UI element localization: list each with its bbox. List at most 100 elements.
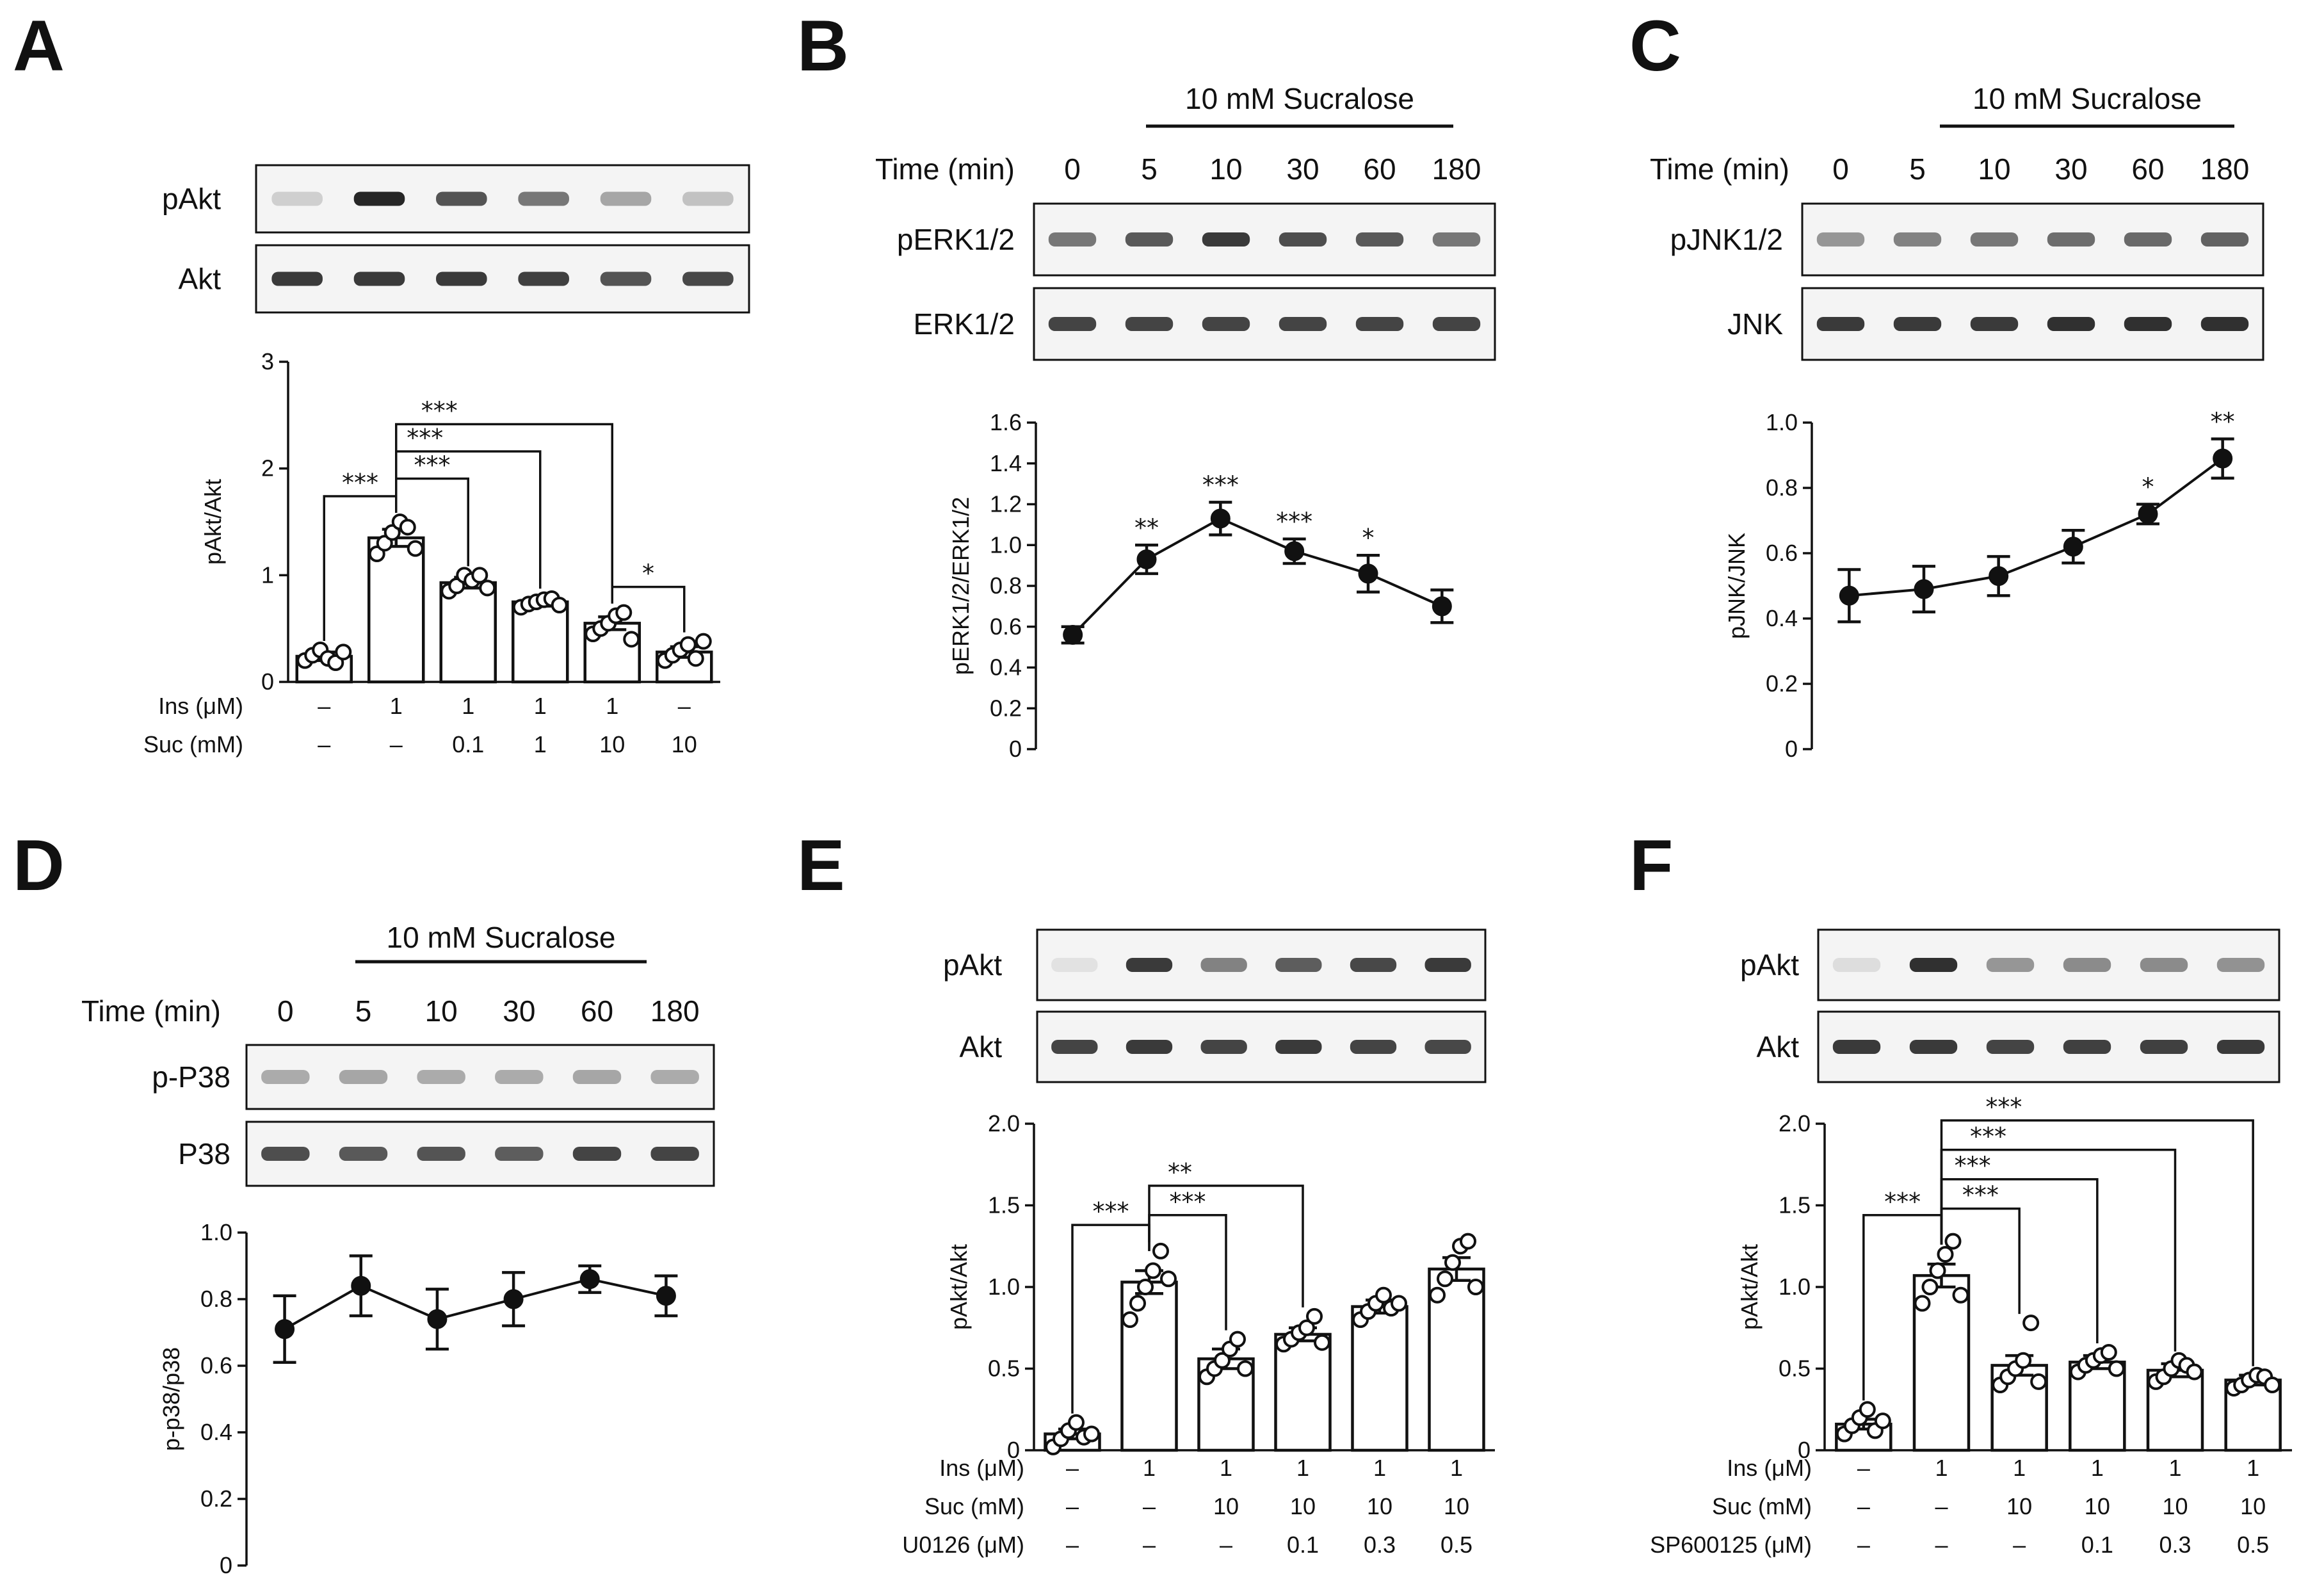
data-point — [1375, 1286, 1392, 1304]
blot-band — [495, 1147, 544, 1161]
blot-band — [1279, 232, 1327, 247]
blot-band — [1832, 1040, 1881, 1054]
blot-strip: pAkt — [943, 928, 1487, 1001]
y-tick-label: 3 — [261, 348, 274, 375]
condition-value: 1 — [1296, 1455, 1309, 1481]
data-point — [1944, 1233, 1962, 1250]
y-tick-label: 0.5 — [988, 1355, 1020, 1382]
blot-band — [1202, 232, 1250, 247]
significance-stars: *** — [1170, 1188, 1206, 1216]
blot-band — [1909, 958, 1958, 972]
condition-value: 10 — [1444, 1493, 1469, 1519]
data-point — [1444, 1254, 1461, 1271]
blot-label: pAkt — [943, 948, 1002, 982]
significance-bracket: ** — [1148, 1158, 1304, 1307]
condition-value: 1 — [606, 693, 618, 719]
time-value: 0 — [1832, 152, 1849, 186]
blot-band — [2124, 232, 2172, 247]
condition-value: 0.1 — [2081, 1532, 2113, 1558]
blot-band — [353, 271, 405, 286]
condition-label: Suc (mM) — [924, 1493, 1024, 1519]
blot-band — [1432, 232, 1481, 247]
y-tick-label: 1 — [261, 562, 274, 588]
blot-band — [682, 191, 734, 206]
data-point — [1145, 1262, 1161, 1279]
blot-strip: Akt — [1757, 1010, 2280, 1083]
data-point — [2108, 1360, 2125, 1377]
blot-band — [1970, 232, 2019, 247]
condition-value: – — [318, 731, 330, 757]
data-point — [399, 519, 416, 536]
bracket-line — [395, 423, 613, 604]
significance-stars: *** — [1985, 1093, 2022, 1121]
blot-band — [682, 271, 734, 286]
y-axis-label: pJNK/JNK — [1723, 533, 1750, 639]
y-tick-label: 1.2 — [990, 491, 1022, 517]
significance-stars: * — [1362, 524, 1375, 552]
blot-strip: Akt — [179, 244, 750, 314]
condition-value: 1 — [1373, 1455, 1386, 1481]
blot-label: P38 — [178, 1137, 230, 1170]
series-line — [284, 1277, 666, 1331]
y-axis-label: pAkt/Akt — [200, 479, 226, 565]
y-axis-label: pAkt/Akt — [946, 1244, 972, 1330]
condition-value: 10 — [1367, 1493, 1392, 1519]
data-point — [679, 636, 697, 653]
blot-band — [1424, 1040, 1471, 1054]
data-point — [407, 540, 424, 557]
data-point — [656, 1286, 676, 1306]
y-tick-label: 0.8 — [1766, 474, 1798, 501]
y-tick-label: 0.6 — [990, 613, 1022, 640]
data-point — [1391, 1295, 1407, 1312]
time-value: 10 — [425, 994, 458, 1028]
blot-band — [572, 1147, 622, 1161]
y-tick-label: 0.2 — [990, 695, 1022, 721]
data-point — [1914, 1295, 1931, 1312]
condition-value: – — [1066, 1493, 1079, 1519]
y-tick-label: 0.2 — [1766, 670, 1798, 697]
data-point — [1063, 625, 1083, 645]
y-tick-label: 0.2 — [200, 1485, 232, 1512]
blot-band — [650, 1070, 699, 1084]
data-point — [1129, 1295, 1146, 1312]
blot-band — [1200, 958, 1247, 972]
treatment-label: 10 mM Sucralose — [1185, 82, 1414, 115]
condition-value: 0.1 — [1287, 1532, 1319, 1558]
blot-frame — [245, 1044, 715, 1110]
blot-band — [1202, 317, 1250, 331]
blot-band — [1126, 1040, 1173, 1054]
blot-band — [339, 1147, 388, 1161]
data-point — [479, 579, 496, 597]
condition-label: U0126 (μM) — [902, 1532, 1024, 1558]
blot-band — [518, 271, 569, 286]
data-point — [2138, 504, 2158, 524]
blot-frame — [1817, 1010, 2280, 1083]
time-label: Time (min) — [81, 994, 221, 1028]
data-point — [1160, 1270, 1177, 1288]
condition-label: Suc (mM) — [143, 731, 243, 757]
blot-frame — [1801, 202, 2264, 277]
blot-band — [1275, 1040, 1322, 1054]
condition-value: 1 — [390, 693, 403, 719]
significance-stars: *** — [414, 451, 451, 480]
data-point — [1136, 549, 1157, 570]
blot-band — [353, 191, 405, 206]
blot-band — [1424, 958, 1471, 972]
condition-value: 10 — [2162, 1493, 2188, 1519]
blot-band — [572, 1070, 622, 1084]
blot-band — [271, 191, 323, 206]
bracket-line — [1940, 1119, 2254, 1366]
blot-band — [495, 1070, 544, 1084]
condition-value: 1 — [534, 693, 547, 719]
time-value: 0 — [277, 994, 294, 1028]
condition-value: 10 — [1213, 1493, 1239, 1519]
condition-value: 10 — [2085, 1493, 2110, 1519]
condition-value: 10 — [599, 731, 625, 757]
condition-value: 1 — [534, 731, 547, 757]
condition-value: – — [1143, 1493, 1156, 1519]
panel-C: C 10 mM Sucralose Time (min) 0 5 10 30 60 180 pJN… — [1629, 6, 2264, 762]
panel-B: B 10 mM Sucralose Time (min) 0 5 10 30 60 180 pER… — [797, 6, 1496, 762]
condition-value: – — [1857, 1493, 1870, 1519]
time-value: 60 — [2131, 152, 2164, 186]
